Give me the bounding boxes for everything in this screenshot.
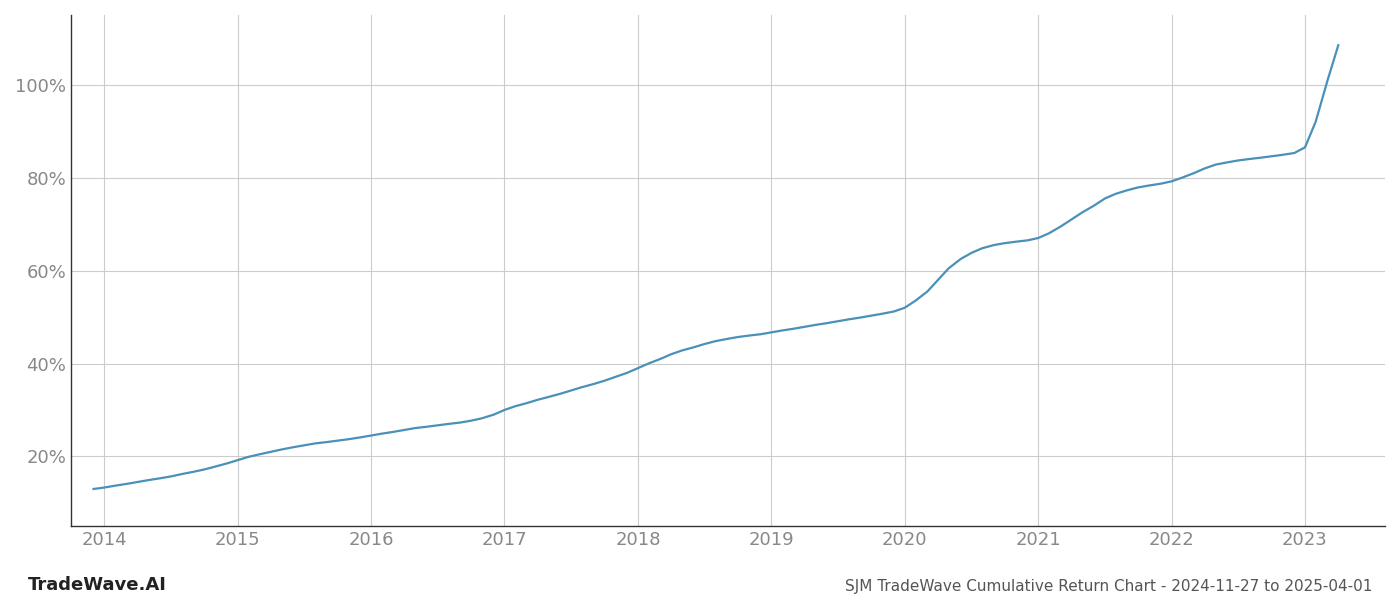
Text: TradeWave.AI: TradeWave.AI [28, 576, 167, 594]
Text: SJM TradeWave Cumulative Return Chart - 2024-11-27 to 2025-04-01: SJM TradeWave Cumulative Return Chart - … [844, 579, 1372, 594]
